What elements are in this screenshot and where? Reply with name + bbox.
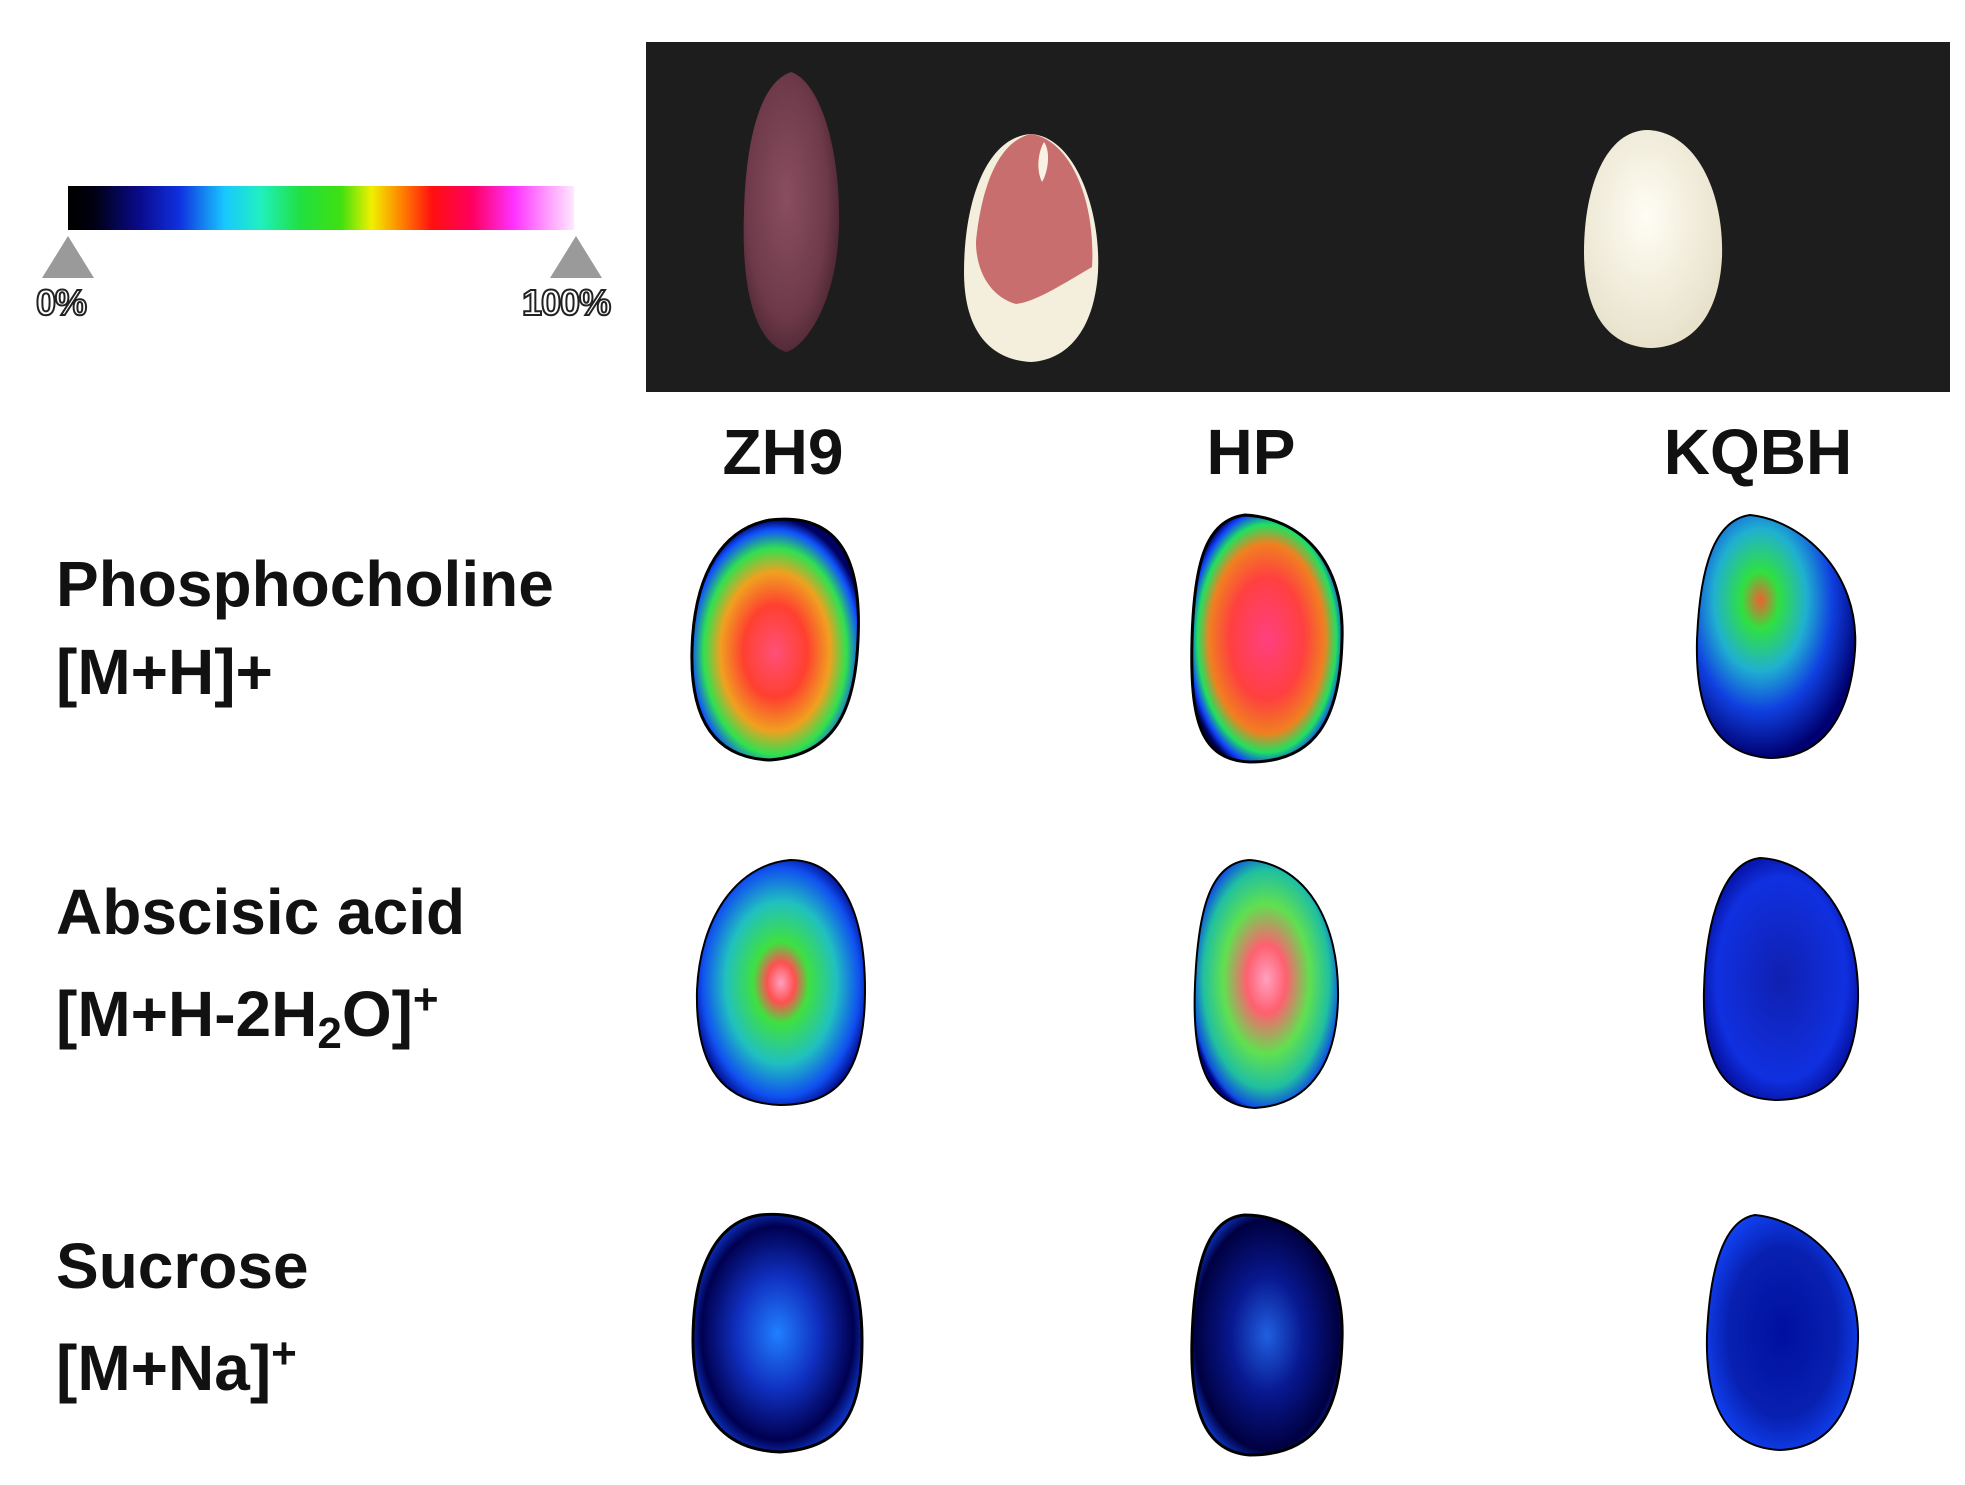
msi-abscisic-acid-zh9 (695, 858, 867, 1107)
seed-zh9-photo (743, 72, 840, 352)
scale-max-label: 100% (521, 281, 612, 324)
scale-min-marker (42, 236, 94, 278)
column-label-zh9: ZH9 (722, 416, 844, 488)
scale-max-marker (550, 236, 602, 278)
column-label-hp: HP (1206, 416, 1296, 488)
msi-phosphocholine-zh9 (690, 517, 860, 762)
color-scale-bar (68, 186, 574, 230)
seed-photo-panel (646, 42, 1950, 392)
row-adduct: [M+Na]+ (56, 1329, 297, 1404)
msi-phosphocholine-kqbh (1695, 513, 1857, 760)
column-label-kqbh: KQBH (1663, 416, 1853, 488)
row-name: Sucrose (56, 1230, 309, 1302)
row-label-phosphocholine: Phosphocholine [M+H]+ (56, 540, 554, 716)
row-label-sucrose: Sucrose [M+Na]+ (56, 1222, 309, 1412)
msi-sucrose-zh9 (691, 1212, 864, 1454)
row-name: Abscisic acid (56, 876, 466, 948)
msi-abscisic-acid-hp (1193, 858, 1340, 1110)
msi-abscisic-acid-kqbh (1702, 856, 1860, 1102)
row-name: Phosphocholine (56, 548, 554, 620)
scale-min-label: 0% (35, 281, 88, 324)
seed-kqbh-photo (1584, 130, 1723, 348)
row-label-abscisic-acid: Abscisic acid [M+H-2H2O]+ (56, 868, 465, 1078)
msi-sucrose-kqbh (1705, 1213, 1860, 1452)
msi-sucrose-hp (1190, 1213, 1344, 1457)
row-adduct: [M+H-2H2O]+ (56, 975, 439, 1058)
row-adduct: [M+H]+ (56, 636, 273, 708)
msi-phosphocholine-hp (1190, 513, 1344, 764)
